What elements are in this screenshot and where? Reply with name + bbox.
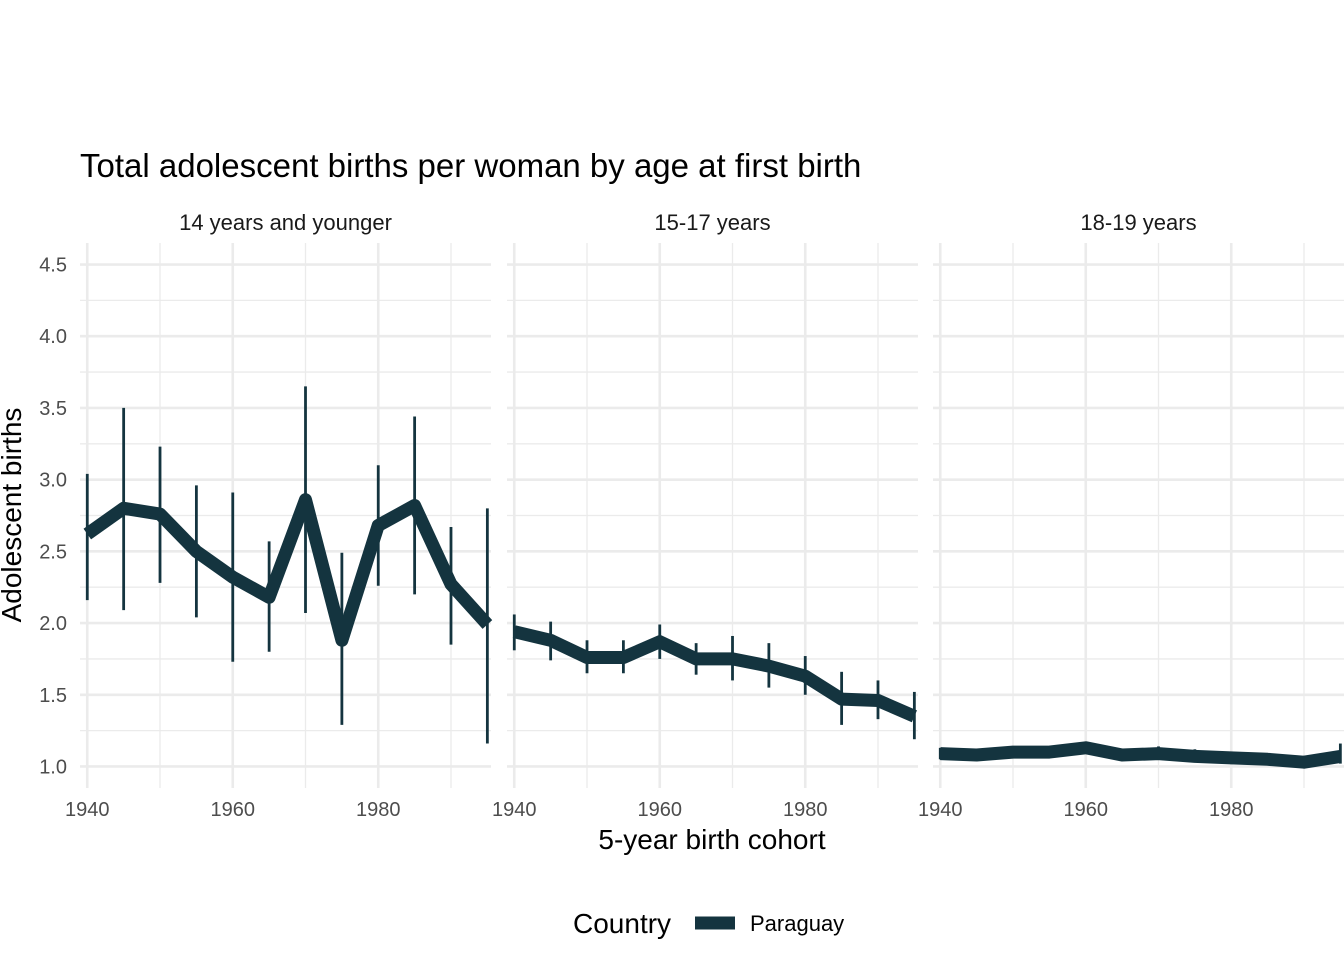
series-line-paraguay: [83, 493, 493, 647]
x-tick-label: 1960: [211, 799, 256, 821]
y-tick-label: 3.5: [39, 398, 67, 420]
facet-panel: 15-17 years 1940 1960 1980: [492, 210, 918, 821]
y-tick-label: 2.5: [39, 541, 67, 563]
legend: Country Paraguay: [573, 908, 844, 939]
y-tick-label: 4.5: [39, 255, 67, 277]
y-tick-label: 4.0: [39, 326, 67, 348]
legend-title: Country: [573, 908, 671, 939]
facet-panel: 18-19 years 1940 1960 1980: [918, 210, 1344, 821]
facet-panel: 14 years and younger 1940 1960 1980 1.0 1.5 2.…: [39, 210, 493, 821]
y-tick-label: 3.0: [39, 470, 67, 492]
y-tick-label: 1.5: [39, 685, 67, 707]
facet-panels: 14 years and younger 1940 1960 1980 1.0 1.5 2.…: [39, 210, 1344, 821]
x-tick-label: 1940: [492, 799, 537, 821]
x-tick-label: 1980: [1209, 799, 1254, 821]
chart-title: Total adolescent births per woman by age…: [80, 147, 861, 184]
facet-strip-label: 15-17 years: [654, 210, 770, 235]
facet-strip-label: 14 years and younger: [179, 210, 392, 235]
x-tick-label: 1980: [356, 799, 401, 821]
x-tick-label: 1960: [1064, 799, 1109, 821]
x-tick-label: 1940: [65, 799, 110, 821]
y-tick-label: 1.0: [39, 756, 67, 778]
x-axis-title: 5-year birth cohort: [598, 824, 825, 855]
x-tick-label: 1940: [918, 799, 963, 821]
x-tick-label: 1980: [783, 799, 828, 821]
x-tick-label: 1960: [638, 799, 683, 821]
series-line-paraguay: [512, 625, 917, 723]
series-line-paraguay: [940, 741, 1342, 769]
y-axis-title: Adolescent births: [0, 408, 27, 623]
y-tick-label: 2.0: [39, 613, 67, 635]
facet-strip-label: 18-19 years: [1080, 210, 1196, 235]
legend-label-paraguay: Paraguay: [750, 911, 844, 936]
